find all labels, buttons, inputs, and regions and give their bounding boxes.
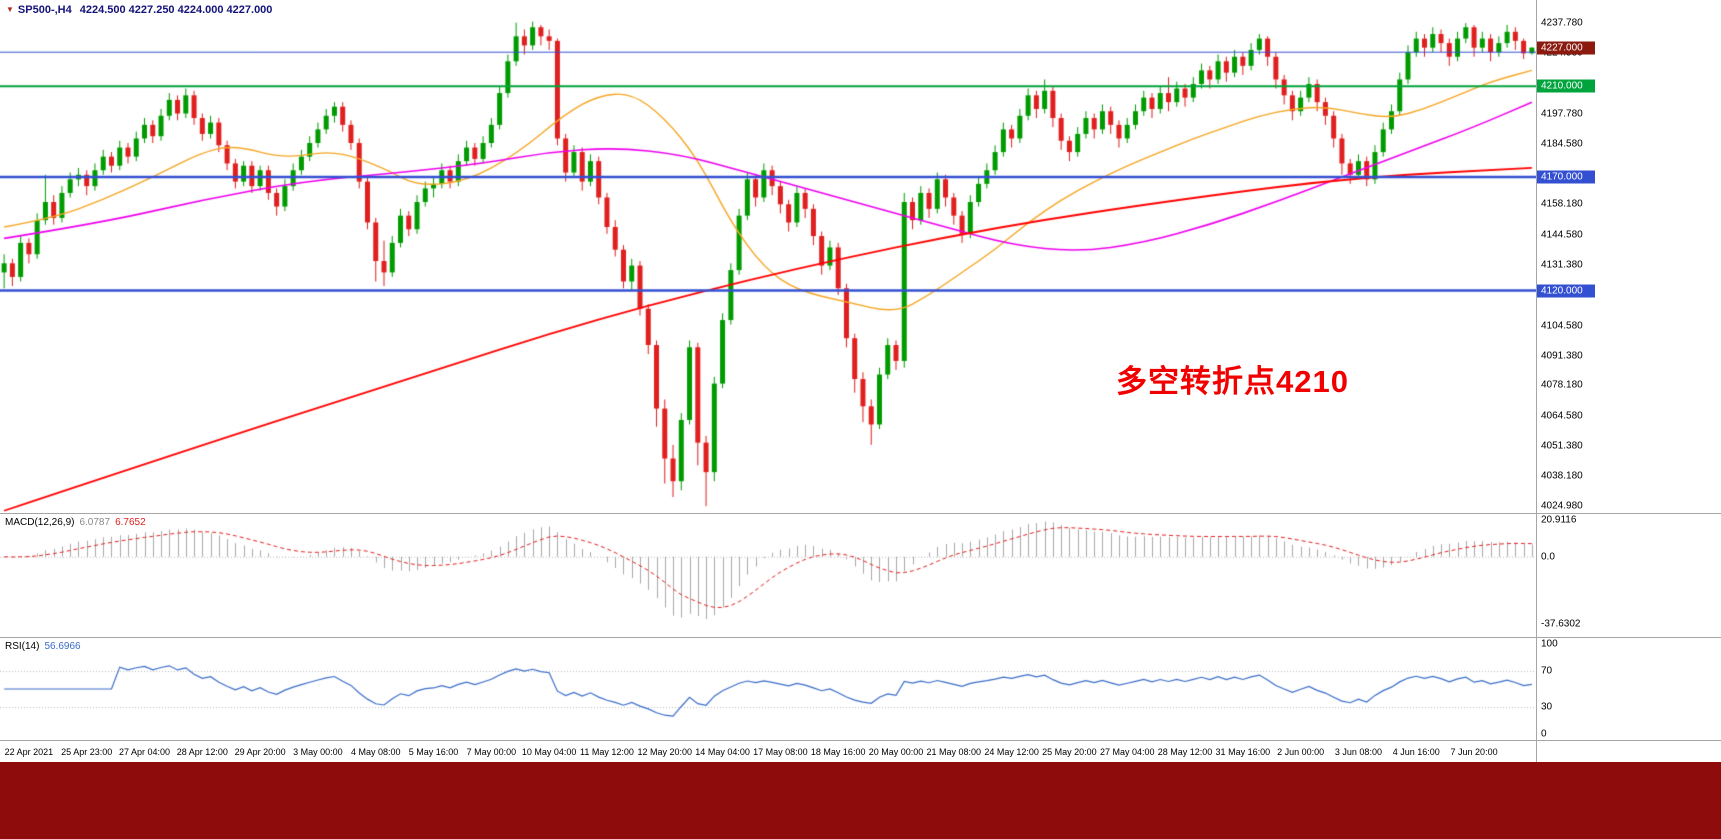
macd-main-value: 6.0787 — [79, 517, 111, 528]
time-axis-label: 10 May 04:00 — [521, 747, 577, 757]
time-axis[interactable]: 22 Apr 2021 25 Apr 23:00 27 Apr 04:00 28 Ap… — [0, 740, 1721, 762]
macd-axis[interactable]: 20.9116 0.0 -37.6302 — [1536, 514, 1721, 637]
chart-header: ▼ SP500-,H4 4224.500 4227.250 4224.000 422… — [6, 4, 272, 16]
time-axis-label: 7 Jun 20:00 — [1450, 747, 1498, 757]
time-axis-label: 4 Jun 16:00 — [1392, 747, 1440, 757]
price-tick-label: 4104.580 — [1541, 320, 1583, 332]
time-axis-label: 18 May 16:00 — [810, 747, 866, 757]
price-tag-4120.000: 4120.000 — [1537, 284, 1595, 298]
macd-axis-label: 0.0 — [1541, 551, 1555, 563]
time-axis-label: 5 May 16:00 — [408, 747, 459, 757]
price-tick-label: 4078.180 — [1541, 379, 1583, 391]
time-axis-label: 3 Jun 08:00 — [1334, 747, 1382, 757]
time-axis-label: 2 Jun 00:00 — [1277, 747, 1325, 757]
symbol-marker-icon: ▼ — [6, 5, 14, 14]
time-axis-label: 27 May 04:00 — [1099, 747, 1155, 757]
time-axis-label: 20 May 00:00 — [868, 747, 924, 757]
chart-annotation-text: 多空转折点4210 — [1116, 364, 1349, 399]
macd-axis-label: 20.9116 — [1541, 514, 1577, 526]
rsi-axis-label: 70 — [1541, 665, 1553, 677]
price-tick-label: 4024.980 — [1541, 500, 1583, 512]
price-tick-label: 4184.580 — [1541, 138, 1583, 150]
time-axis-label: 31 May 16:00 — [1215, 747, 1271, 757]
time-axis-label: 17 May 08:00 — [753, 747, 808, 757]
macd-chart-canvas[interactable] — [0, 514, 1536, 637]
time-axis-label: 3 May 00:00 — [293, 747, 343, 757]
macd-panel[interactable]: MACD(12,26,9) 6.0787 6.7652 20.9116 0.0 -37.… — [0, 513, 1721, 637]
macd-axis-label: -37.6302 — [1541, 618, 1581, 630]
symbol-timeframe-label: SP500-,H4 — [17, 4, 72, 16]
time-axis-label: 29 Apr 20:00 — [234, 747, 286, 757]
time-axis-label: 22 Apr 2021 — [4, 747, 54, 757]
time-axis-corner — [1536, 741, 1721, 762]
macd-indicator-label: MACD(12,26,9) 6.0787 6.7652 — [5, 517, 151, 528]
time-axis-label: 12 May 20:00 — [637, 747, 693, 757]
price-tick-label: 4064.580 — [1541, 410, 1583, 422]
main-price-axis[interactable]: 4237.7804224.5804197.7804184.5804158.180… — [1536, 0, 1721, 513]
time-axis-label: 28 Apr 12:00 — [176, 747, 228, 757]
time-axis-label: 21 May 08:00 — [926, 747, 982, 757]
price-tick-label: 4038.180 — [1541, 470, 1583, 482]
rsi-name-label: RSI(14) — [5, 641, 40, 652]
time-axis-label: 25 Apr 23:00 — [61, 747, 113, 757]
price-tick-label: 4197.780 — [1541, 108, 1583, 120]
price-tick-label: 4091.380 — [1541, 350, 1583, 361]
rsi-indicator-label: RSI(14) 56.6966 — [5, 641, 86, 652]
time-axis-label: 28 May 12:00 — [1157, 747, 1213, 757]
time-axis-label: 24 May 12:00 — [984, 747, 1039, 757]
rsi-axis-label: 30 — [1541, 701, 1553, 713]
price-tick-label: 4051.380 — [1541, 440, 1583, 452]
price-tag-4210.000: 4210.000 — [1537, 79, 1595, 93]
time-axis-label: 14 May 04:00 — [695, 747, 750, 757]
rsi-axis-label: 0 — [1541, 728, 1547, 740]
time-axis-label: 25 May 20:00 — [1042, 747, 1097, 757]
rsi-chart-canvas[interactable] — [0, 638, 1536, 740]
time-axis-label: 7 May 00:00 — [466, 747, 517, 757]
macd-signal-value: 6.7652 — [115, 517, 146, 528]
rsi-axis-label: 100 — [1541, 638, 1558, 650]
price-tag-4227.000: 4227.000 — [1537, 41, 1595, 55]
candlestick-chart-canvas[interactable] — [0, 0, 1536, 513]
time-axis-label: 27 Apr 04:00 — [118, 747, 171, 757]
rsi-panel[interactable]: RSI(14) 56.6966 100 70 30 0 — [0, 637, 1721, 740]
main-chart-panel[interactable]: ▼ SP500-,H4 4224.500 4227.250 4224.000 422… — [0, 0, 1721, 513]
ohlc-values-label: 4224.500 4227.250 4224.000 4227.000 — [79, 4, 273, 16]
price-tick-label: 4158.180 — [1541, 198, 1583, 210]
time-axis-label: 11 May 12:00 — [580, 747, 634, 757]
rsi-axis[interactable]: 100 70 30 0 — [1536, 638, 1721, 740]
macd-name-label: MACD(12,26,9) — [5, 517, 75, 528]
price-tick-label: 4131.380 — [1541, 259, 1583, 271]
bottom-red-banner — [0, 762, 1721, 839]
price-tag-4170.000: 4170.000 — [1537, 170, 1595, 184]
rsi-value: 56.6966 — [44, 641, 81, 652]
price-tick-label: 4237.780 — [1541, 17, 1583, 29]
price-tick-label: 4144.580 — [1541, 229, 1583, 241]
time-axis-label: 4 May 08:00 — [350, 747, 401, 757]
